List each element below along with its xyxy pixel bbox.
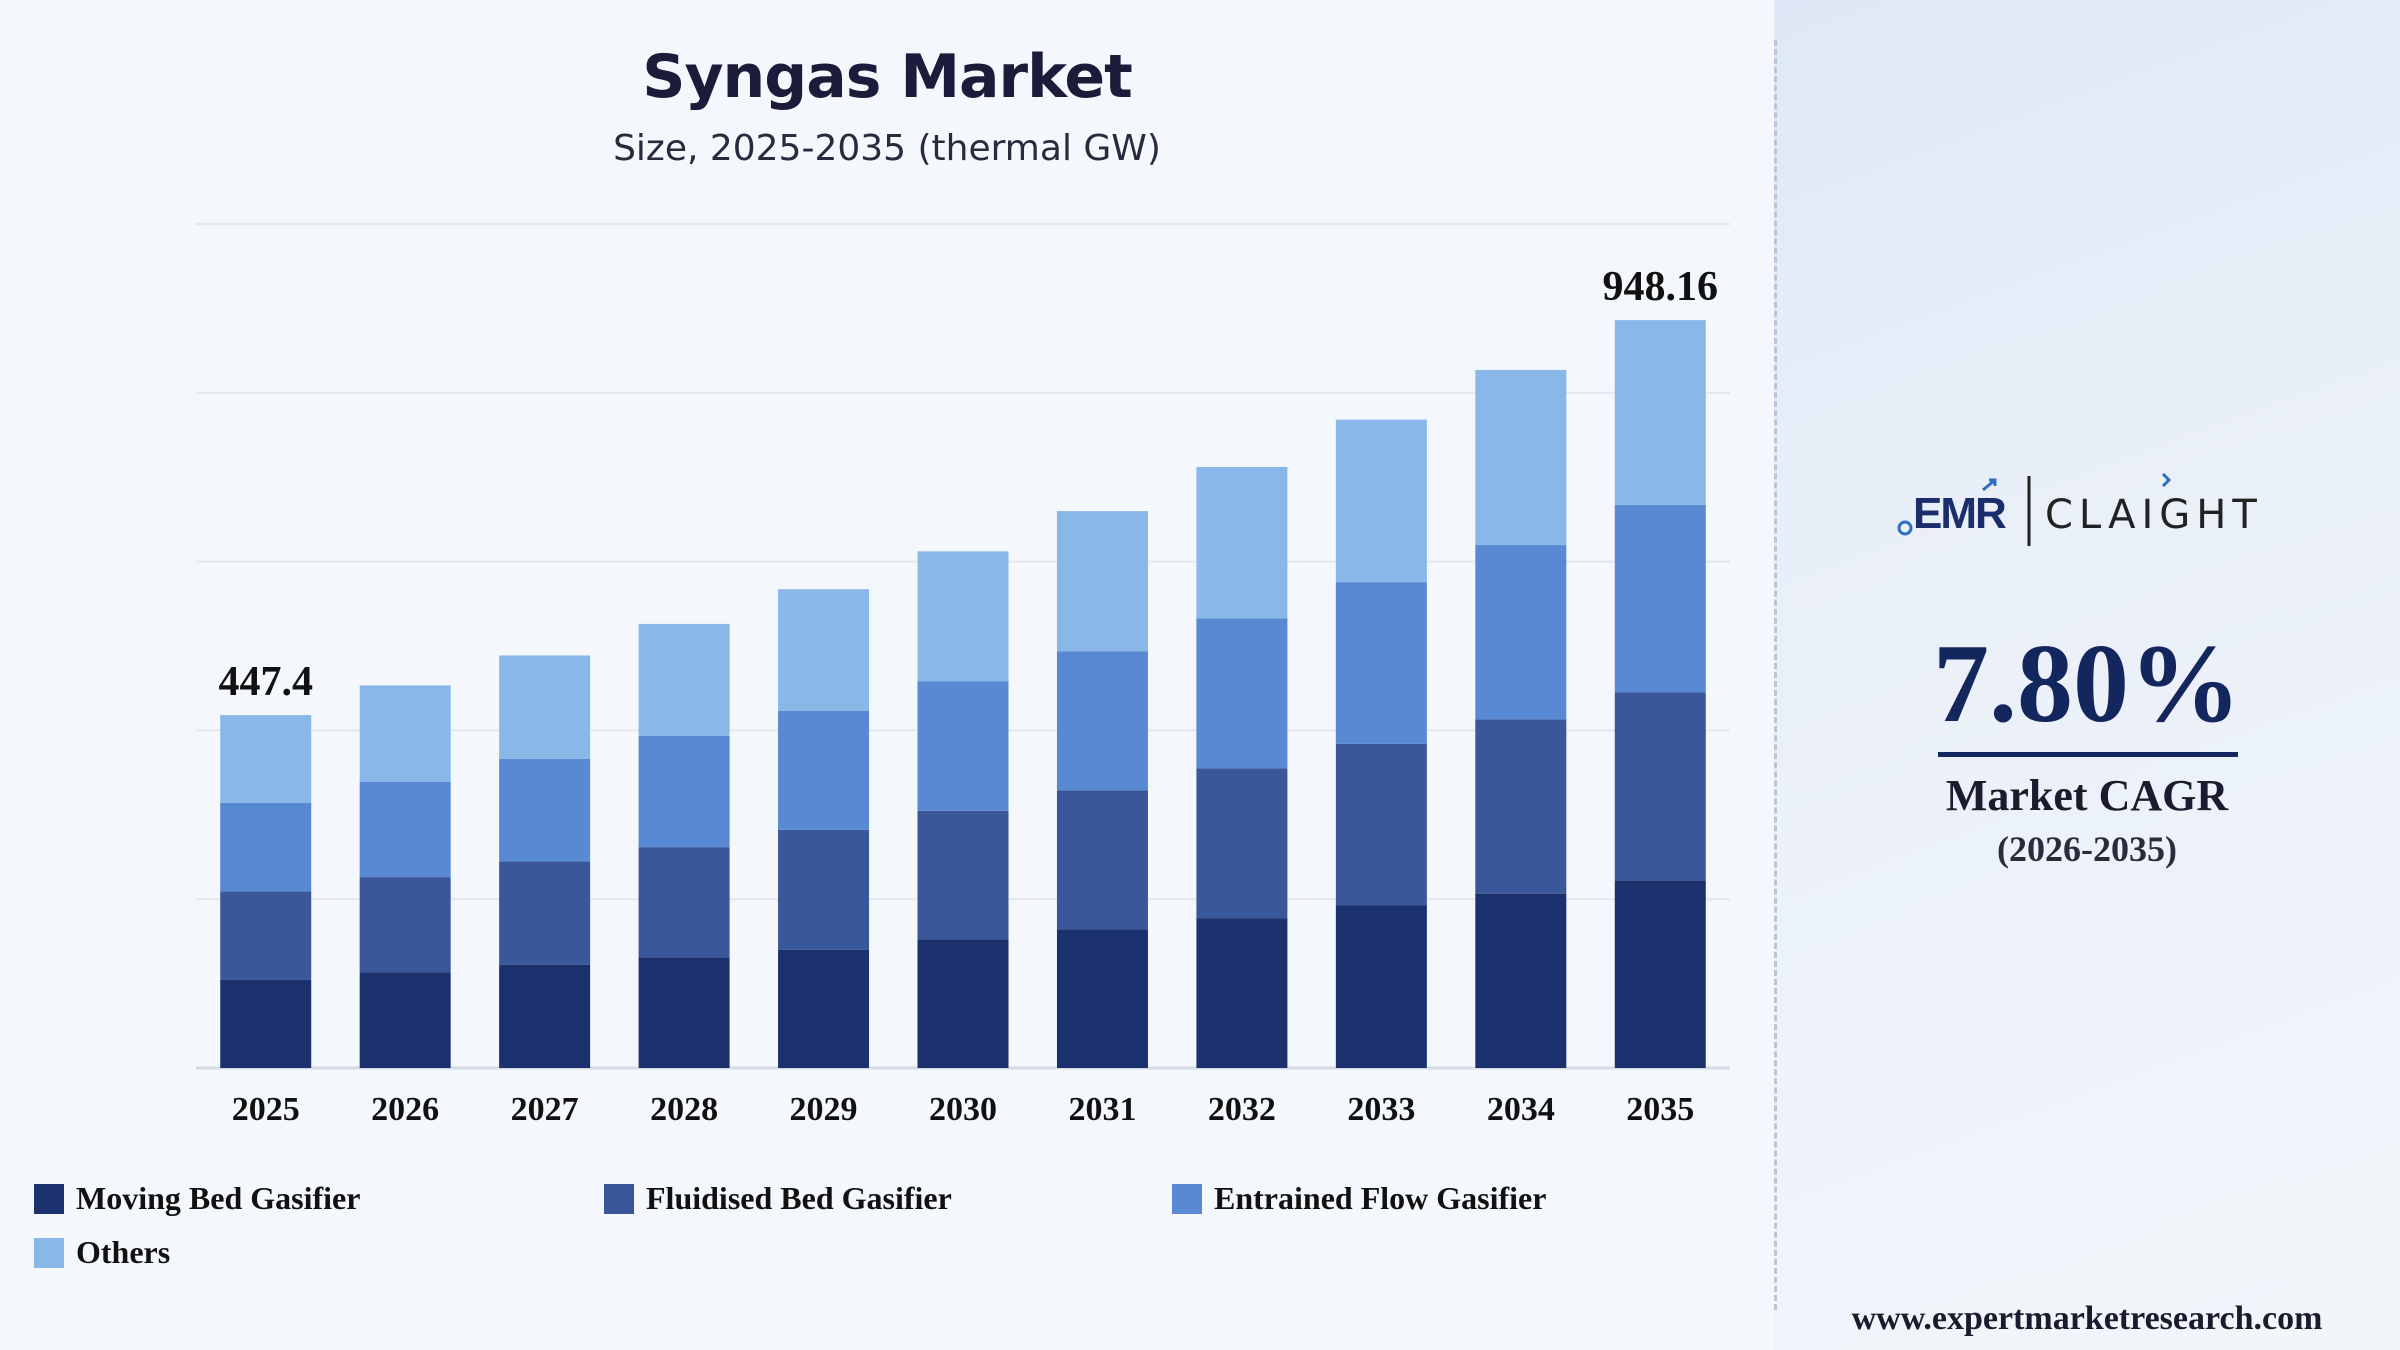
bar-segment [359,781,451,878]
bar-segment [359,972,451,1068]
legend-label: Fluidised Bed Gasifier [646,1180,952,1216]
legend-label: Others [76,1234,171,1270]
bar-segment [1475,545,1567,720]
bar-segment [499,861,591,965]
bar-total-label: 447.4 [218,659,313,705]
chart-title: Syngas Market [642,42,1133,112]
summary-panel [1774,0,2400,1350]
bar-segment [499,758,591,862]
bar-segment [1475,369,1567,546]
bar-segment [1196,466,1288,619]
logo-accent-icon [2161,472,2172,488]
bar-segment [220,979,312,1068]
x-tick-label: 2035 [1626,1091,1694,1128]
panel-divider [1774,40,1777,1310]
legend-item-moving-bed: Moving Bed Gasifier [34,1180,360,1217]
bar-segment [778,829,870,950]
bar-segment [917,939,1009,1068]
legend-label: Entrained Flow Gasifier [1214,1180,1547,1216]
logo-dot-icon [1897,520,1913,536]
x-tick-label: 2031 [1068,1091,1136,1128]
bar-segment [499,655,591,759]
x-tick-label: 2026 [371,1091,439,1128]
legend-item-others: Others [34,1234,170,1271]
x-tick-label: 2030 [929,1091,997,1128]
bar-segment [1056,790,1148,930]
bar-segment [917,551,1009,682]
bar-segment [499,964,591,1068]
bar-segment [1614,880,1706,1068]
logo-left-text: EMR [1913,489,2006,538]
bar-segment [638,957,730,1068]
x-tick-label: 2032 [1208,1091,1276,1128]
x-tick-label: 2029 [790,1091,858,1128]
bar-segment [1475,719,1567,894]
cagr-underline [1938,752,2238,757]
bar-segment [1614,504,1706,693]
x-tick-label: 2028 [650,1091,718,1128]
cagr-value: 7.80% [1933,622,2241,746]
bar-segment [359,877,451,973]
x-tick-label: 2027 [511,1091,579,1128]
bar-segment [1335,582,1427,744]
bar-segment [917,810,1009,940]
legend-label: Moving Bed Gasifier [76,1180,361,1216]
x-tick-label: 2025 [232,1091,300,1128]
bar-segment [1614,692,1706,881]
legend-swatch [34,1183,64,1214]
bar-segment [1335,419,1427,583]
legend-swatch [604,1183,634,1214]
bar-segment [220,802,312,892]
cagr-label: Market CAGR [1945,771,2229,820]
legend-swatch [34,1237,64,1268]
bar-segment [359,685,451,782]
chart-subtitle: Size, 2025-2035 (thermal GW) [613,128,1161,169]
logo-arrow-icon [1982,478,1997,492]
bar-segment [1475,893,1567,1068]
legend-item-entrained-flow: Entrained Flow Gasifier [1172,1180,1546,1217]
bar-segment [1056,929,1148,1068]
bar-segment [220,715,312,803]
bar-segment [1196,918,1288,1068]
bar-segment [778,589,870,711]
stacked-bar-chart: 2025 447.4 2026 2027 2028 2029 2030 2031 2032 203… [196,223,1730,1128]
bar-segment [778,949,870,1068]
bar-segment [1056,651,1148,791]
bar-segment [220,891,312,980]
bar-total-label: 948.16 [1603,264,1719,310]
bar-segment [638,847,730,958]
bar-segment [778,710,870,830]
bar-segment [1335,743,1427,906]
bar-segment [1196,618,1288,769]
bar-segment [1335,905,1427,1068]
x-tick-label: 2034 [1487,1091,1555,1128]
legend-swatch [1172,1183,1202,1214]
bar-segment [638,623,730,736]
bar-segment [638,735,730,848]
company-logo: EMR CLAIGHT [1897,472,2263,546]
legend-item-fluidised-bed: Fluidised Bed Gasifier [604,1180,952,1217]
bar-segment [917,681,1009,811]
x-tick-label: 2033 [1347,1091,1415,1128]
bar-segment [1196,768,1288,919]
bar-segment [1056,511,1148,652]
website-url: www.expertmarketresearch.com [1851,1300,2323,1337]
bar-segment [1614,320,1706,505]
logo-right-text: CLAIGHT [2045,492,2263,538]
cagr-period: (2026-2035) [1997,829,2177,869]
